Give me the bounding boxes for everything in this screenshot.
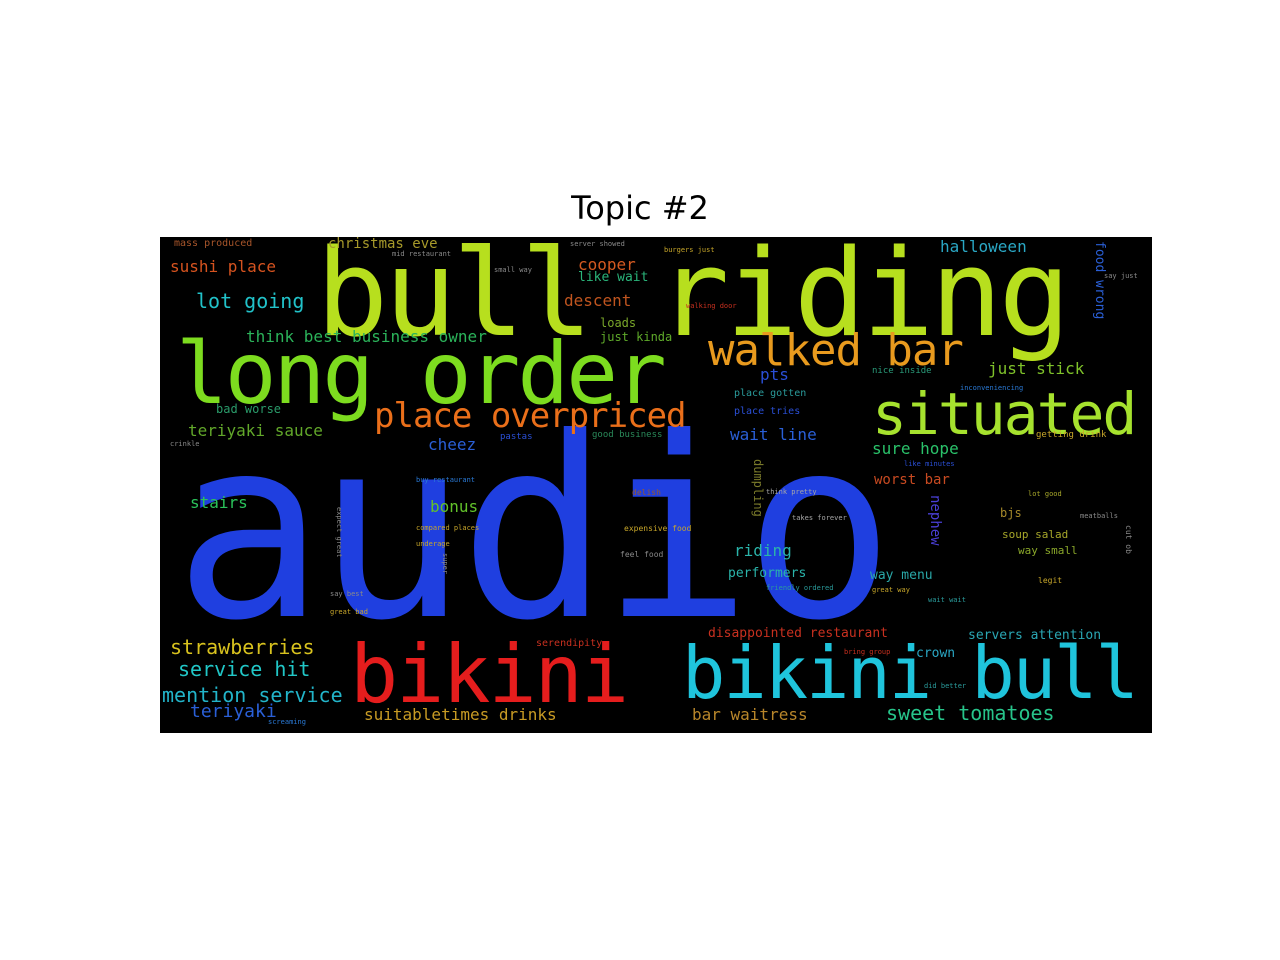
word-pastas: pastas [500, 432, 533, 442]
word-lot-good: lot good [1028, 490, 1062, 498]
word-cut-ob: cut ob [1124, 525, 1133, 554]
word-buy-restaurant: buy restaurant [416, 476, 476, 484]
word-inconveniencing: inconveniencing [960, 384, 1024, 392]
word-getting-drink: getting drink [1036, 430, 1107, 440]
word-strawberries: strawberries [170, 635, 315, 659]
word-did-better: did better [924, 682, 967, 690]
word-sushi-place: sushi place [170, 257, 276, 276]
word-wait-line: wait line [730, 425, 817, 444]
word-bad-worse: bad worse [216, 402, 282, 416]
word-good-business: good business [592, 430, 663, 440]
word-teriyaki: teriyaki [190, 701, 277, 722]
word-mass-produced: mass produced [174, 238, 253, 249]
word-legit: legit [1038, 576, 1063, 585]
word-teriyaki-sauce: teriyaki sauce [188, 421, 323, 440]
word-friendly-ordered: friendly ordered [766, 584, 834, 592]
word-great-bad: great bad [330, 608, 368, 616]
word-say-just: say just [1104, 272, 1138, 280]
word-descent: descent [564, 291, 632, 310]
word-underage: underage [416, 540, 450, 548]
word-mid-restaurant: mid restaurant [392, 250, 452, 258]
word-sure-hope: sure hope [872, 439, 959, 458]
word-meatballs: meatballs [1080, 512, 1118, 520]
word-cooper: cooper [578, 255, 636, 274]
word-soup-salad: soup salad [1002, 528, 1069, 541]
word-crown: crown [916, 646, 956, 661]
word-bjs: bjs [1000, 506, 1022, 520]
word-place-gotten: place gotten [734, 388, 807, 399]
word-small-way: small way [494, 266, 532, 274]
word-cloud: audio bull riding long order bikini biki… [160, 237, 1152, 733]
word-delish: delish [632, 488, 661, 497]
word-suitabletimes-drinks: suitabletimes drinks [364, 705, 557, 724]
word-service-hit: service hit [178, 657, 311, 681]
word-dumpling: dumpling [751, 459, 765, 517]
word-bonus: bonus [430, 497, 479, 516]
word-long-order: long order [176, 324, 667, 424]
word-way-small: way small [1018, 544, 1078, 557]
word-serendipity: serendipity [536, 638, 603, 649]
word-server-showed: server showed [570, 240, 625, 248]
word-loads: loads [600, 316, 637, 330]
word-expensive-food: expensive food [624, 524, 692, 533]
word-compared-places: compared places [416, 524, 480, 532]
word-crinkle: crinkle [170, 440, 200, 448]
word-walking-door: walking door [686, 302, 737, 310]
word-just-kinda: just kinda [600, 330, 673, 344]
word-bikini: bikini [350, 628, 629, 721]
word-performers: performers [728, 566, 807, 581]
chart-title: Topic #2 [571, 189, 709, 227]
word-takes-forever: takes forever [792, 514, 847, 522]
word-christmas-eve: christmas eve [328, 237, 438, 252]
word-disappointed-restaurant: disappointed restaurant [708, 626, 889, 641]
word-bar-waitress: bar waitress [692, 705, 808, 724]
word-bull-riding: bull riding [316, 237, 1071, 364]
word-super: super [441, 553, 449, 575]
word-worst-bar: worst bar [874, 472, 950, 488]
word-situated: situated [872, 380, 1137, 448]
word-audio: audio [174, 384, 895, 675]
word-lot-going: lot going [196, 289, 305, 313]
word-wait-wait: wait wait [928, 596, 966, 604]
word-servers-attention: servers attention [968, 628, 1102, 643]
word-halloween: halloween [940, 237, 1027, 256]
word-stairs: stairs [190, 493, 248, 512]
word-pts: pts [760, 365, 789, 384]
word-like-wait: like wait [578, 270, 649, 285]
word-cheez: cheez [428, 435, 477, 454]
word-bikini-bull: bikini bull [682, 631, 1139, 715]
word-feel-food: feel food [620, 550, 664, 559]
word-way-menu: way menu [870, 568, 933, 583]
word-sweet-tomatoes: sweet tomatoes [886, 701, 1055, 725]
word-walked-bar: walked bar [708, 325, 964, 376]
word-like-minutes: like minutes [904, 460, 955, 468]
word-think-pretty: think pretty [766, 488, 817, 496]
word-riding: riding [734, 541, 792, 560]
word-place-overpriced: place overpriced [374, 396, 687, 436]
word-expect-great: expect great [335, 507, 343, 558]
word-burgers-just: burgers just [664, 246, 715, 254]
word-place-tries: place tries [734, 406, 801, 417]
word-screaming: screaming [268, 718, 306, 726]
word-just-stick: just stick [988, 359, 1085, 378]
word-think-best-business-owner: think best business owner [246, 327, 487, 346]
word-mention-service: mention service [162, 683, 343, 707]
word-food-wrong: food wrong [1092, 241, 1107, 320]
word-nice-inside: nice inside [872, 366, 932, 376]
word-bring-group: bring group [844, 648, 891, 656]
word-say-best: say best [330, 590, 364, 598]
word-nephew: nephew [927, 495, 943, 546]
word-great-way: great way [872, 586, 910, 594]
